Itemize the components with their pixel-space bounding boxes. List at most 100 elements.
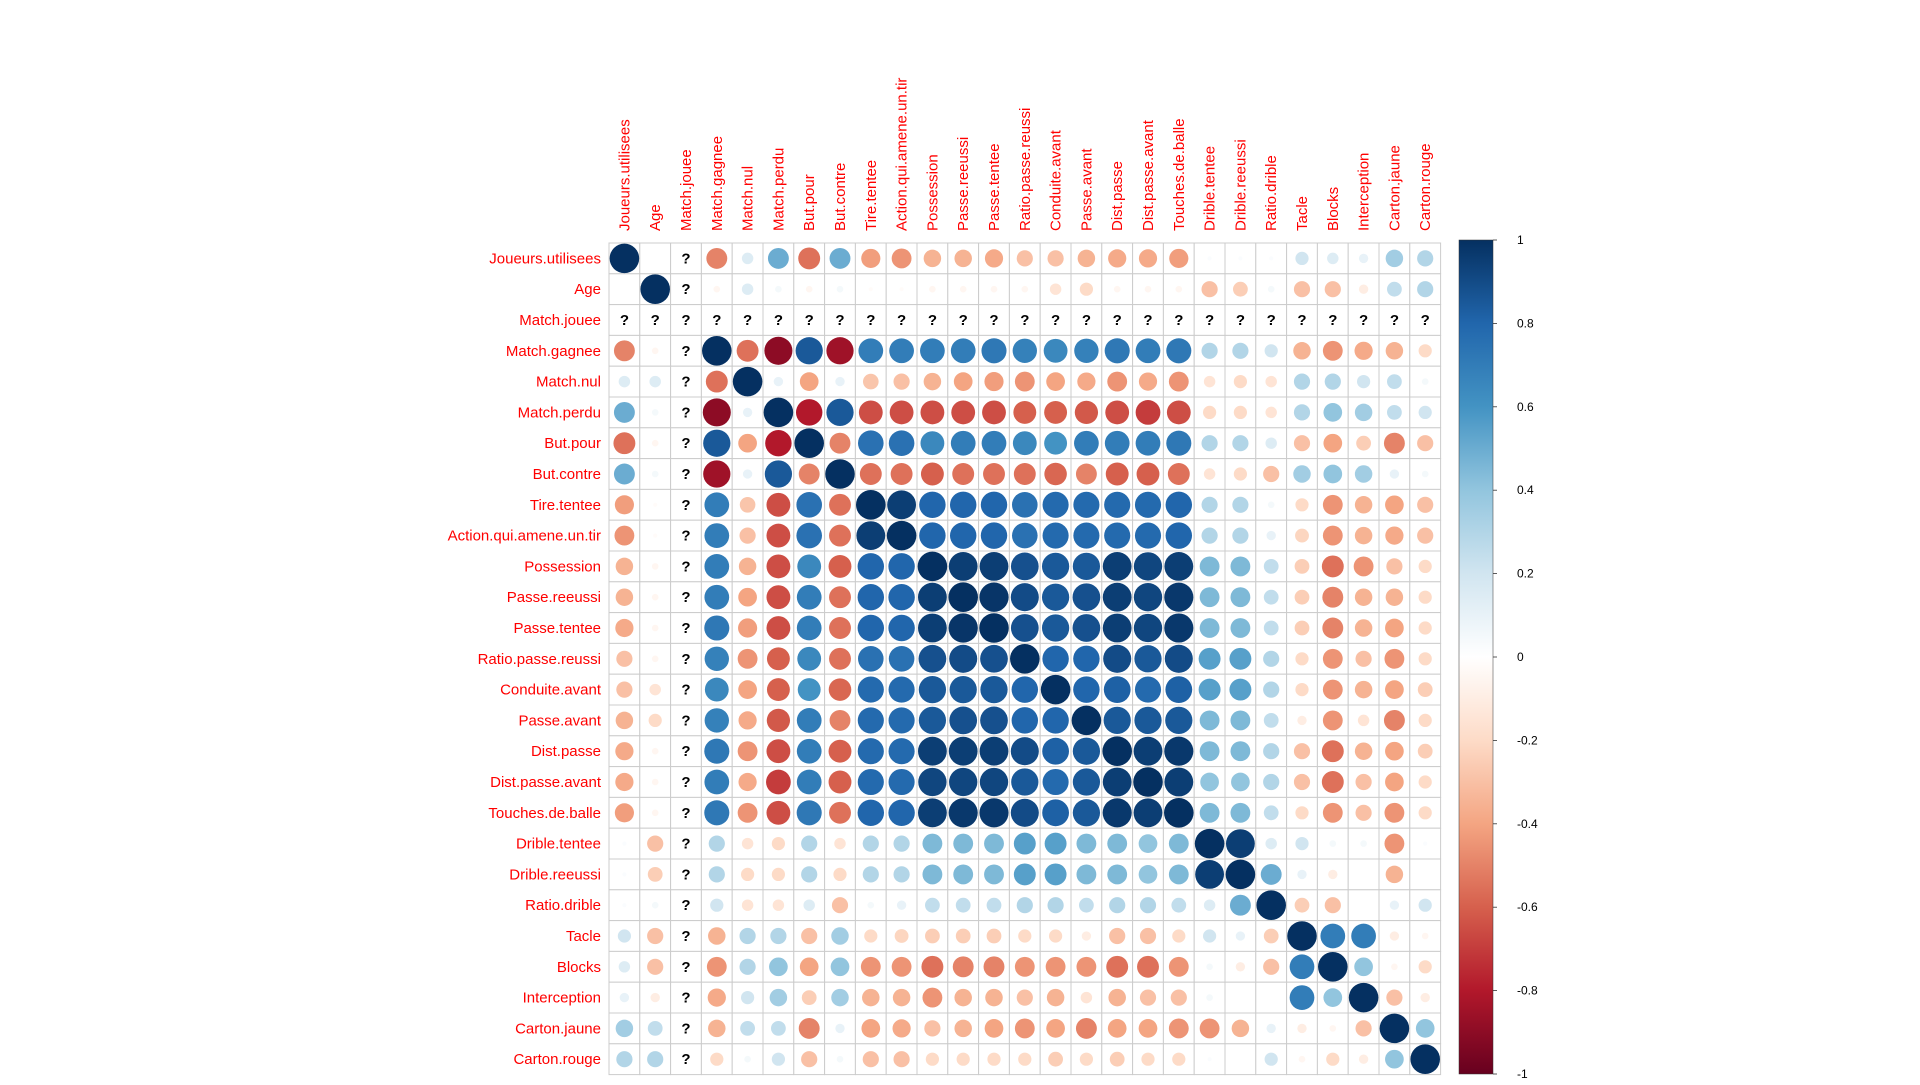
correlation-circle-Dist.passe.avant-Ratio.passe.reussi — [1011, 768, 1039, 796]
correlation-circle-Passe.avant-Tacle — [1297, 715, 1307, 726]
correlation-circle-Conduite.avant-Passe.reeussi — [949, 675, 977, 704]
correlation-circle-Match.perdu-Match.perdu — [763, 397, 794, 428]
correlation-circle-Blocks-Match.perdu — [769, 957, 788, 977]
row-label: Tire.tentee — [530, 497, 601, 514]
row-label: Conduite.avant — [500, 682, 602, 699]
correlation-circle-Drible.reeussi-Ratio.drible — [1260, 863, 1282, 885]
grid-cell — [1409, 242, 1442, 275]
correlation-circle-Tire.tentee-Passe.reeussi — [949, 491, 977, 519]
correlation-circle-Age-Ratio.drible — [1267, 285, 1275, 293]
column-label: Match.gagnee — [709, 136, 726, 231]
correlation-circle-Age-Action.qui.amene.un.tir — [899, 287, 904, 292]
correlation-circle-But.pour-Match.nul — [738, 433, 757, 453]
correlation-circle-Drible.tentee-Drible.reeussi — [1225, 829, 1255, 859]
correlation-circle-Tire.tentee-Touches.de.balle — [1165, 491, 1193, 519]
correlation-circle-Dist.passe-But.contre — [828, 739, 852, 763]
correlation-circle-Match.gagnee-Tacle — [1293, 342, 1311, 360]
correlation-circle-Match.perdu-But.pour — [795, 399, 823, 426]
correlation-circle-Joueurs.utilisees-Ratio.passe.reussi — [1016, 250, 1033, 267]
correlation-circle-Passe.tentee-Action.qui.amene.un.tir — [888, 614, 915, 642]
correlation-circle-But.pour-Age — [651, 439, 659, 447]
correlation-circle-Touches.de.balle-Tacle — [1295, 806, 1309, 820]
correlation-circle-Match.perdu-Passe.avant — [1074, 400, 1099, 425]
correlation-circle-Ratio.drible-Carton.rouge — [1418, 898, 1432, 912]
colorbar — [1458, 239, 1494, 1075]
correlation-circle-But.pour-Dist.passe — [1104, 430, 1130, 456]
correlation-circle-Match.gagnee-Passe.avant — [1074, 338, 1099, 363]
correlation-circle-Tacle-Ratio.passe.reussi — [1018, 929, 1032, 943]
column-label: Match.jouee — [678, 149, 695, 231]
row-label: Passe.reeussi — [507, 589, 601, 606]
correlation-circle-Carton.jaune-Interception — [1355, 1020, 1372, 1037]
correlation-circle-Conduite.avant-Action.qui.amene.un.tir — [888, 676, 915, 703]
undefined-correlation-marker: ? — [928, 312, 937, 329]
correlation-circle-Match.nul-Drible.tentee — [1203, 375, 1216, 388]
undefined-correlation-marker: ? — [681, 959, 690, 976]
correlation-circle-Ratio.drible-Passe.tentee — [986, 897, 1002, 913]
correlation-circle-Drible.reeussi-Ratio.passe.reussi — [1013, 863, 1036, 886]
correlation-circle-Drible.reeussi-Blocks — [1328, 869, 1338, 880]
correlation-circle-But.pour-Match.perdu — [765, 429, 792, 457]
grid-cell — [608, 273, 641, 306]
colorbar-tick-label: 1 — [1517, 233, 1524, 247]
correlation-circle-Passe.tentee-Drible.tentee — [1199, 618, 1220, 638]
correlation-circle-Dist.passe-Age — [651, 747, 659, 755]
correlation-circle-Carton.rouge-Carton.jaune — [1385, 1049, 1404, 1069]
grid-cell — [762, 889, 795, 922]
correlation-circle-Interception-Touches.de.balle — [1170, 989, 1187, 1006]
correlation-circle-Action.qui.amene.un.tir-Blocks — [1322, 525, 1343, 546]
correlation-circle-Blocks-Drible.tentee — [1206, 963, 1213, 971]
correlation-circle-Interception-Tacle — [1289, 985, 1315, 1010]
correlation-circle-Tacle-Tacle — [1287, 921, 1317, 951]
correlation-circle-Dist.passe.avant-But.pour — [796, 769, 822, 795]
undefined-correlation-marker: ? — [1359, 312, 1368, 329]
correlation-circle-Action.qui.amene.un.tir-Interception — [1354, 526, 1373, 545]
correlation-circle-Passe.reeussi-Drible.reeussi — [1230, 587, 1251, 608]
correlation-circle-Conduite.avant-But.pour — [797, 678, 821, 702]
correlation-circle-Blocks-Passe.reeussi — [952, 956, 974, 978]
correlation-circle-Match.gagnee-Dist.passe.avant — [1135, 338, 1161, 364]
correlation-circle-Carton.jaune-Action.qui.amene.un.tir — [892, 1019, 911, 1038]
grid-cell — [1347, 304, 1380, 336]
correlation-circle-Dist.passe.avant-Tacle — [1293, 773, 1311, 791]
correlation-circle-Conduite.avant-Carton.rouge — [1417, 682, 1433, 697]
correlation-circle-Action.qui.amene.un.tir-Passe.reeussi — [949, 522, 977, 549]
correlation-circle-Match.gagnee-Ratio.drible — [1264, 344, 1278, 358]
correlation-circle-Passe.avant-Carton.rouge — [1418, 713, 1432, 728]
correlation-circle-But.contre-Carton.jaune — [1389, 469, 1400, 479]
correlation-circle-Carton.rouge-Match.nul — [744, 1055, 751, 1063]
correlation-circle-Possession-Conduite.avant — [1041, 552, 1070, 581]
correlation-circle-Drible.tentee-Passe.avant — [1076, 833, 1097, 854]
correlation-circle-Carton.jaune-Dist.passe — [1107, 1019, 1127, 1038]
correlation-circle-Possession-Ratio.drible — [1263, 559, 1279, 574]
column-label: But.contre — [832, 163, 849, 231]
correlation-circle-Ratio.passe.reussi-Age — [651, 655, 659, 663]
grid-cell — [947, 304, 980, 336]
correlation-circle-Dist.passe.avant-Blocks — [1321, 771, 1344, 793]
correlation-circle-But.contre-Blocks — [1323, 464, 1343, 484]
undefined-correlation-marker: ? — [681, 589, 690, 606]
correlation-circle-Dist.passe-Ratio.passe.reussi — [1010, 737, 1039, 766]
correlation-circle-Ratio.drible-Joueurs.utilisees — [622, 903, 627, 908]
correlation-circle-Ratio.passe.reussi-Tacle — [1295, 652, 1309, 666]
correlation-circle-Dist.passe.avant-Dist.passe — [1102, 767, 1132, 797]
row-label: Age — [574, 281, 601, 298]
correlation-circle-Tire.tentee-Carton.jaune — [1385, 495, 1404, 515]
correlation-circle-Dist.passe.avant-Passe.reeussi — [949, 767, 978, 797]
column-label: Tire.tentee — [863, 160, 880, 231]
column-label: Passe.tentee — [986, 143, 1003, 231]
correlation-circle-Blocks-Dist.passe.avant — [1137, 955, 1159, 978]
correlation-circle-But.pour-Action.qui.amene.un.tir — [888, 430, 915, 457]
correlation-circle-Touches.de.balle-But.contre — [829, 801, 851, 824]
undefined-correlation-marker: ? — [681, 805, 690, 822]
correlation-circle-Possession-Passe.tentee — [979, 551, 1009, 581]
correlation-circle-Passe.tentee-Interception — [1354, 619, 1373, 637]
correlation-circle-Carton.rouge-Passe.reeussi — [956, 1052, 970, 1066]
correlation-circle-Carton.jaune-Possession — [924, 1020, 941, 1037]
correlation-circle-Blocks-Match.gagnee — [706, 956, 727, 977]
undefined-correlation-marker: ? — [651, 312, 660, 329]
grid-cell — [608, 304, 641, 336]
undefined-correlation-marker: ? — [1020, 312, 1029, 329]
correlation-circle-Dist.passe.avant-Possession — [918, 767, 947, 797]
correlation-circle-Action.qui.amene.un.tir-Match.gagnee — [704, 523, 730, 548]
